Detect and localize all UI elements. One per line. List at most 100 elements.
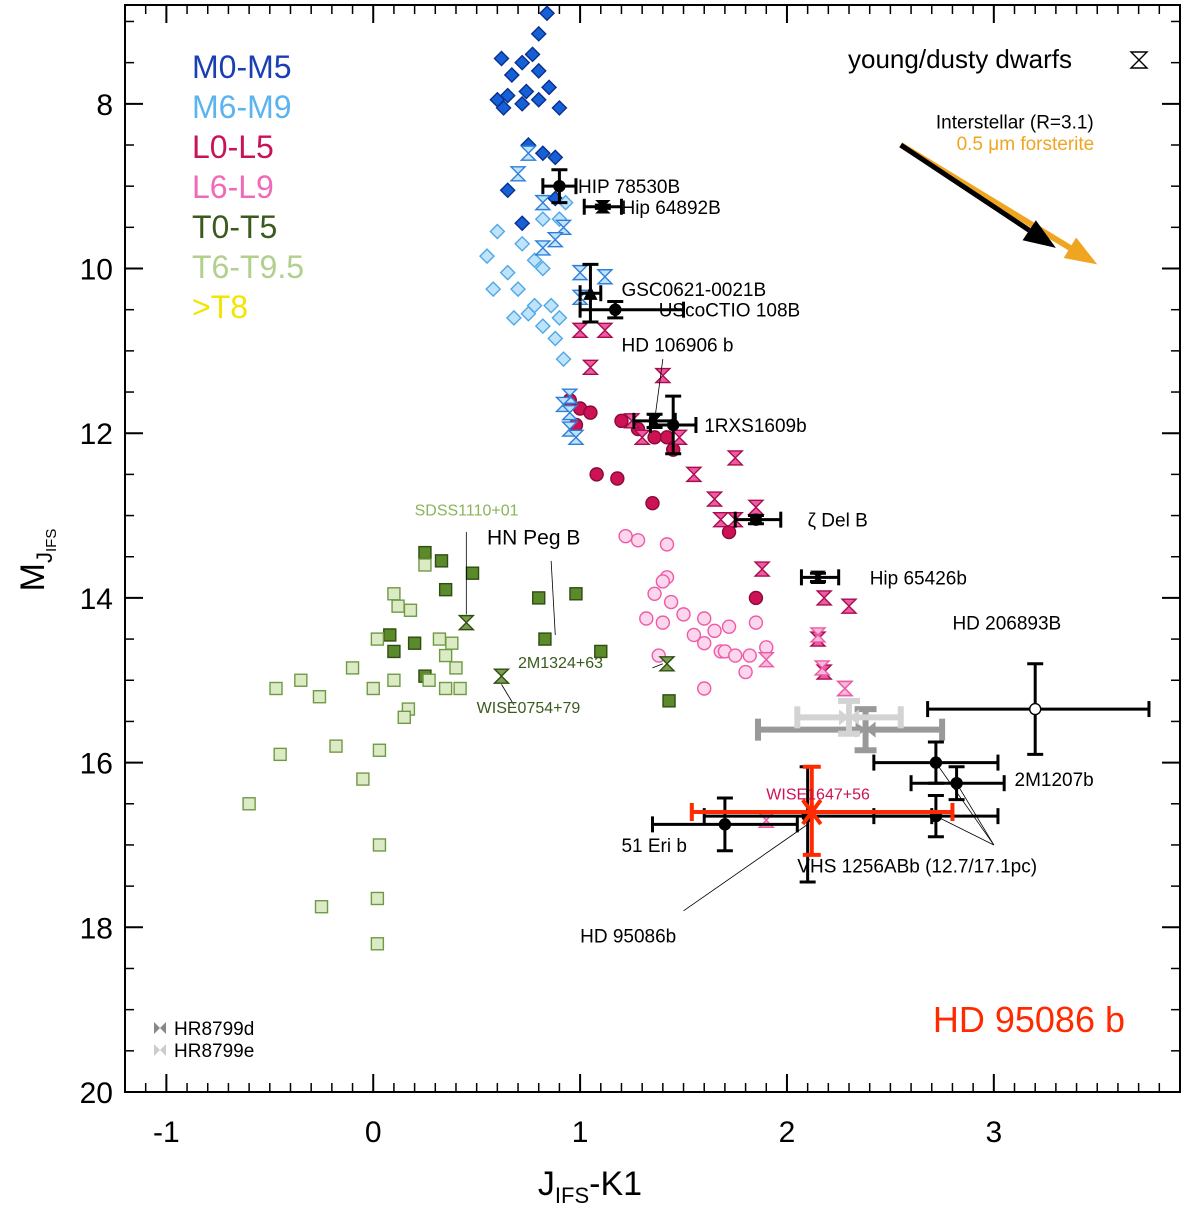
data-point [647, 586, 662, 601]
data-point [534, 260, 551, 277]
data-point [387, 587, 401, 601]
data-point [457, 614, 476, 631]
companion-label: Hip 64892B [621, 198, 720, 219]
y-axis-title: MJIFS [14, 529, 60, 592]
series-l6-l9 [618, 528, 774, 696]
y-axis-title-main: M [14, 563, 52, 591]
companion-label: VHS 1256ABb (12.7/17.1pc) [797, 857, 1037, 878]
series-m6-m9 [479, 194, 574, 368]
data-point [697, 681, 712, 696]
companion-2m1207b [909, 765, 1006, 802]
data-point [571, 264, 589, 281]
data-point [438, 681, 453, 696]
data-point [370, 891, 385, 906]
data-point [753, 561, 771, 577]
x-tick-label: 0 [365, 1116, 382, 1149]
companion-marker [583, 285, 598, 300]
data-point [728, 648, 743, 663]
hr8799-legend-label: HR8799d [174, 1019, 254, 1040]
data-point [721, 524, 737, 540]
x-tick-label: 2 [779, 1116, 796, 1149]
y-tick-label: 16 [80, 748, 113, 781]
data-point [532, 591, 546, 605]
data-point [676, 607, 691, 622]
data-point [655, 574, 671, 589]
forsterite-arrow-head [1063, 237, 1098, 265]
hr8799-legend-label: HR8799e [174, 1041, 254, 1062]
data-point [519, 145, 538, 161]
data-point [554, 219, 573, 236]
data-point [639, 611, 654, 626]
companion-marker [609, 303, 622, 316]
data-point [813, 660, 831, 676]
data-point [432, 632, 447, 646]
young-legend-label: young/dusty dwarfs [848, 44, 1072, 74]
data-point [524, 46, 541, 63]
legend-entry: T0-T5 [192, 209, 277, 245]
data-point [397, 710, 411, 725]
data-point [658, 656, 676, 672]
series-m0-m5 [489, 5, 568, 232]
series-t6-t9-5 [242, 558, 467, 951]
data-point [485, 281, 502, 298]
data-point [403, 603, 418, 617]
interstellar-arrow-head [1022, 220, 1056, 248]
data-point [705, 491, 724, 507]
data-point [514, 215, 531, 232]
annotation-label: SDSS1110+01 [415, 503, 519, 520]
data-point [546, 231, 564, 248]
companion--del-b [733, 511, 783, 528]
data-point [438, 648, 453, 663]
data-point [383, 628, 397, 642]
data-point [387, 673, 401, 687]
data-point [534, 240, 552, 256]
young-legend-marker [1129, 51, 1149, 69]
legend-entry: >T8 [192, 289, 248, 325]
y-axis-title-sub: J [32, 552, 57, 563]
companion-marker [595, 200, 611, 214]
data-point [493, 50, 510, 67]
leader-line [654, 359, 664, 421]
data-point [534, 211, 551, 228]
data-point [551, 99, 568, 116]
data-point [514, 95, 531, 112]
x-tick-label: -1 [153, 1116, 180, 1149]
data-point [571, 322, 589, 338]
data-point [453, 681, 467, 696]
companion-label: GSC0621-0021B [621, 280, 766, 301]
companion-marker [749, 513, 763, 526]
data-point [707, 623, 722, 639]
data-point [659, 430, 675, 445]
annotation-label: 2M1324+63 [518, 655, 603, 672]
companion-1rxs1609b [648, 394, 698, 456]
data-point [499, 264, 516, 281]
y-tick-label: 8 [96, 89, 113, 122]
companion-label: HD 95086b [580, 927, 676, 948]
hr8799-legend-marker [154, 1044, 160, 1056]
data-point [583, 405, 598, 420]
data-point [815, 590, 833, 606]
data-point [269, 681, 283, 696]
companion-label: HD 206893B [952, 614, 1061, 635]
highlight-label: HD 95086 b [933, 999, 1125, 1040]
plot-frame [124, 4, 1181, 1093]
data-point [759, 640, 774, 655]
companion-label: UScoCTIO 108B [659, 301, 801, 322]
data-point [757, 651, 775, 668]
data-point [356, 772, 370, 786]
y-tick-label: 12 [80, 418, 113, 451]
data-point [242, 797, 256, 811]
data-point [422, 673, 436, 687]
data-point [538, 632, 552, 646]
leader-line [935, 762, 995, 846]
companion-marker [1028, 702, 1042, 716]
data-point [534, 318, 551, 335]
series-young-dusty-dwarfs-m6-m9 [509, 145, 614, 446]
data-point [505, 309, 522, 326]
data-point [742, 648, 757, 663]
data-point [438, 582, 453, 597]
data-point [721, 619, 737, 634]
companion-label: HIP 78530B [578, 177, 680, 198]
